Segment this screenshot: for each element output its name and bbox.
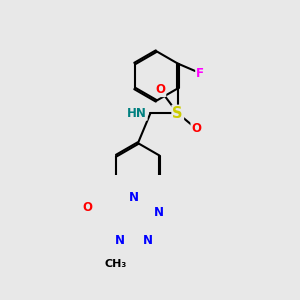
Text: F: F xyxy=(196,67,204,80)
Text: S: S xyxy=(172,106,183,121)
Text: O: O xyxy=(82,202,92,214)
Text: N: N xyxy=(154,206,164,220)
Text: O: O xyxy=(155,83,165,96)
Text: CH₃: CH₃ xyxy=(104,260,127,269)
Text: N: N xyxy=(116,234,125,248)
Text: N: N xyxy=(129,191,139,204)
Text: O: O xyxy=(191,122,201,135)
Text: HN: HN xyxy=(127,107,147,120)
Text: N: N xyxy=(143,234,153,248)
